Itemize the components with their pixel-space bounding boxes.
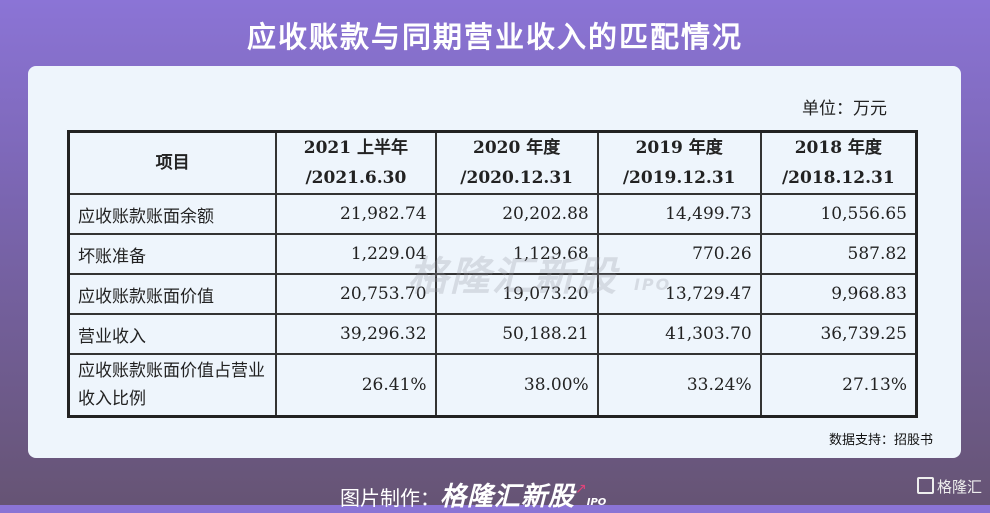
table-row: 营业收入 39,296.32 50,188.21 41,303.70 36,739.25 bbox=[67, 313, 918, 355]
cell-value: 39,296.32 bbox=[275, 313, 437, 355]
header-line2: /2018.12.31 bbox=[781, 168, 895, 188]
cell-value: 20,753.70 bbox=[275, 273, 437, 315]
header-line2: /2020.12.31 bbox=[460, 168, 573, 188]
row-label: 应收账款账面价值 bbox=[67, 273, 278, 315]
table-card: 单位：万元 项目 2021 上半年/2021.6.30 2020 年度/2020.1… bbox=[28, 66, 961, 458]
cell-value: 14,499.73 bbox=[596, 193, 762, 235]
table-row: 应收账款账面价值占营业收入比例 26.41% 38.00% 33.24% 27.13% bbox=[67, 353, 918, 418]
cell-value: 1,129.68 bbox=[434, 233, 599, 275]
column-header: 2020 年度/2020.12.31 bbox=[434, 130, 599, 195]
cell-value: 38.00% bbox=[434, 353, 599, 418]
cell-value: 19,073.20 bbox=[434, 273, 599, 315]
cell-value: 21,982.74 bbox=[275, 193, 437, 235]
cell-value: 587.82 bbox=[759, 233, 918, 275]
cell-value: 36,739.25 bbox=[759, 313, 918, 355]
cell-value: 41,303.70 bbox=[596, 313, 762, 355]
footer-brand-sub: IPO bbox=[586, 497, 607, 508]
footer-prefix: 图片制作： bbox=[340, 486, 440, 510]
cell-value: 13,729.47 bbox=[596, 273, 762, 315]
cell-value: 770.26 bbox=[596, 233, 762, 275]
cell-value: 10,556.65 bbox=[759, 193, 918, 235]
row-label: 应收账款账面余额 bbox=[67, 193, 278, 235]
header-line2: /2019.12.31 bbox=[622, 168, 736, 188]
row-label: 坏账准备 bbox=[67, 233, 278, 275]
cell-value: 9,968.83 bbox=[759, 273, 918, 315]
column-header: 项目 bbox=[67, 130, 278, 195]
corner-logo: 格隆汇 bbox=[916, 476, 982, 497]
header-line1: 项目 bbox=[155, 153, 190, 173]
footer-brand: 格隆汇新股 bbox=[440, 482, 576, 512]
table-row: 应收账款账面余额 21,982.74 20,202.88 14,499.73 10,55… bbox=[67, 193, 918, 235]
header-line1: 2019 年度 bbox=[635, 138, 723, 158]
trend-arrow-icon: ↗ bbox=[575, 481, 587, 497]
table-row: 应收账款账面价值 20,753.70 19,073.20 13,729.47 9,968… bbox=[67, 273, 918, 315]
row-label: 营业收入 bbox=[67, 313, 278, 355]
data-table: 项目 2021 上半年/2021.6.30 2020 年度/2020.12.31 20… bbox=[67, 130, 918, 418]
logo-icon bbox=[916, 477, 934, 494]
column-header: 2019 年度/2019.12.31 bbox=[596, 130, 762, 195]
column-header: 2021 上半年/2021.6.30 bbox=[275, 130, 437, 195]
header-line1: 2021 上半年 bbox=[303, 138, 408, 158]
source-note: 数据支持：招股书 bbox=[828, 433, 933, 448]
cell-value: 33.24% bbox=[596, 353, 762, 418]
footer-credit: 图片制作：格隆汇新股↗IPO bbox=[340, 476, 606, 513]
table-row: 坏账准备 1,229.04 1,129.68 770.26 587.82 bbox=[67, 233, 918, 275]
unit-label: 单位：万元 bbox=[802, 99, 887, 119]
cell-value: 1,229.04 bbox=[275, 233, 437, 275]
cell-value: 27.13% bbox=[759, 353, 918, 418]
header-line2: /2021.6.30 bbox=[305, 168, 407, 188]
corner-logo-text: 格隆汇 bbox=[936, 478, 982, 496]
cell-value: 20,202.88 bbox=[434, 193, 599, 235]
page-title: 应收账款与同期营业收入的匹配情况 bbox=[246, 20, 743, 54]
column-header: 2018 年度/2018.12.31 bbox=[759, 130, 918, 195]
header-line1: 2020 年度 bbox=[473, 138, 561, 158]
row-label: 应收账款账面价值占营业收入比例 bbox=[67, 353, 278, 418]
cell-value: 26.41% bbox=[275, 353, 437, 418]
header-line1: 2018 年度 bbox=[794, 138, 882, 158]
cell-value: 50,188.21 bbox=[434, 313, 599, 355]
